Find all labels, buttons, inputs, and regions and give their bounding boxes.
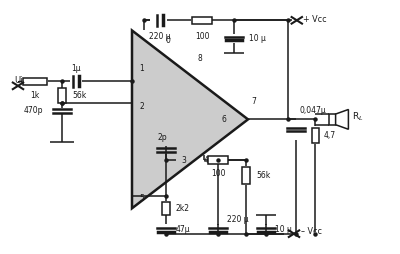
Text: – Vcc: – Vcc (301, 227, 322, 236)
Bar (23, 78, 47, 85)
Text: 10 µ: 10 µ (249, 34, 266, 43)
Text: 2: 2 (140, 102, 144, 111)
Text: 1k: 1k (30, 91, 40, 100)
Bar (58, 88, 66, 103)
Text: 47µ: 47µ (176, 225, 191, 234)
Bar (242, 167, 250, 184)
Text: 100: 100 (211, 169, 225, 179)
Text: 2p: 2p (157, 133, 167, 142)
Text: 4,7: 4,7 (324, 131, 336, 140)
Text: 8: 8 (198, 54, 202, 63)
Text: 220 µ: 220 µ (227, 215, 248, 224)
Text: 0,047µ: 0,047µ (300, 106, 327, 115)
Text: 1: 1 (140, 64, 144, 73)
Bar (329, 114, 336, 125)
Text: 3: 3 (182, 155, 186, 165)
Bar (208, 156, 228, 164)
Text: R$_L$: R$_L$ (352, 110, 364, 123)
Text: 4: 4 (204, 155, 208, 165)
Text: 7: 7 (252, 97, 256, 106)
Text: 0: 0 (166, 36, 170, 45)
Text: 56k: 56k (256, 171, 270, 180)
Text: 470p: 470p (23, 106, 43, 116)
Text: 100: 100 (195, 31, 209, 41)
Bar (192, 17, 212, 24)
Text: + Vcc: + Vcc (303, 14, 327, 24)
Bar (162, 202, 170, 215)
Text: Uin: Uin (14, 75, 28, 85)
Text: 220 µ: 220 µ (149, 31, 171, 41)
Polygon shape (132, 30, 248, 208)
Text: 1µ: 1µ (71, 64, 81, 73)
Text: 6: 6 (222, 115, 226, 124)
Text: 2k2: 2k2 (176, 204, 190, 213)
Text: 10 µ: 10 µ (275, 225, 292, 234)
Text: 56k: 56k (72, 91, 86, 100)
Text: 5: 5 (140, 194, 144, 203)
Bar (312, 128, 319, 143)
Polygon shape (336, 109, 348, 129)
